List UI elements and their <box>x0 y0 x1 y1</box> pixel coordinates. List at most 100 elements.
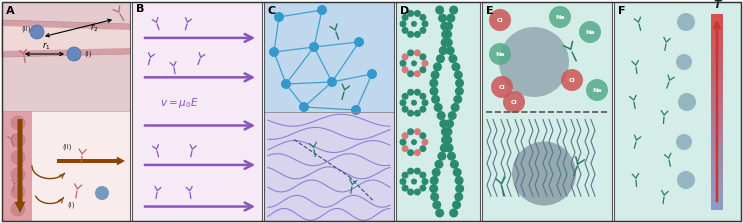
Text: Na: Na <box>592 88 602 93</box>
Bar <box>264 2 394 112</box>
Text: (i): (i) <box>84 51 91 57</box>
Circle shape <box>549 6 571 28</box>
Circle shape <box>450 160 459 169</box>
Circle shape <box>444 135 452 145</box>
Text: Na: Na <box>555 15 565 20</box>
Circle shape <box>414 188 421 196</box>
Circle shape <box>421 60 429 67</box>
Circle shape <box>445 119 454 128</box>
Circle shape <box>677 171 695 189</box>
Circle shape <box>454 192 463 201</box>
Circle shape <box>411 100 417 106</box>
Circle shape <box>414 128 421 135</box>
Circle shape <box>489 43 511 65</box>
Bar <box>614 2 741 221</box>
Circle shape <box>489 9 511 31</box>
Bar <box>711 43 723 49</box>
Text: Cl: Cl <box>499 85 505 90</box>
Circle shape <box>677 13 695 31</box>
Bar <box>711 87 723 93</box>
Circle shape <box>414 89 421 96</box>
Circle shape <box>676 54 692 70</box>
Bar <box>132 2 262 221</box>
Bar <box>711 146 723 151</box>
Bar <box>711 126 723 132</box>
Circle shape <box>402 132 409 139</box>
Circle shape <box>299 102 309 112</box>
Circle shape <box>402 93 409 100</box>
Bar <box>396 2 480 221</box>
Circle shape <box>402 145 409 152</box>
Circle shape <box>678 93 696 111</box>
Circle shape <box>402 53 409 60</box>
Circle shape <box>402 172 409 179</box>
Bar <box>711 194 723 200</box>
Polygon shape <box>2 20 130 57</box>
Circle shape <box>402 106 409 113</box>
Bar <box>711 160 723 166</box>
Circle shape <box>676 134 692 150</box>
Circle shape <box>455 176 464 185</box>
Circle shape <box>447 14 455 23</box>
Circle shape <box>447 152 456 161</box>
Circle shape <box>402 185 409 192</box>
Circle shape <box>407 168 414 175</box>
Bar <box>711 33 723 39</box>
Bar <box>711 107 723 112</box>
Circle shape <box>429 184 438 193</box>
Circle shape <box>444 38 452 47</box>
Circle shape <box>400 60 406 67</box>
Circle shape <box>400 139 406 146</box>
Circle shape <box>274 12 284 22</box>
Bar <box>711 24 723 29</box>
Circle shape <box>455 184 464 193</box>
Bar <box>2 2 130 221</box>
Bar <box>711 77 723 83</box>
Text: Na: Na <box>496 52 504 57</box>
Circle shape <box>438 14 447 23</box>
Bar <box>711 151 723 156</box>
Circle shape <box>11 168 25 182</box>
Text: Cl: Cl <box>496 18 503 23</box>
Circle shape <box>411 60 417 66</box>
Circle shape <box>430 192 439 201</box>
Circle shape <box>429 78 438 88</box>
Circle shape <box>454 70 463 79</box>
Text: B: B <box>136 4 144 14</box>
Text: $r_1$: $r_1$ <box>42 41 51 52</box>
Circle shape <box>11 185 25 199</box>
Bar <box>711 190 723 195</box>
Polygon shape <box>2 26 130 51</box>
Circle shape <box>407 89 414 96</box>
Bar <box>711 136 723 141</box>
Circle shape <box>434 103 443 112</box>
Bar <box>711 141 723 146</box>
Circle shape <box>450 209 458 217</box>
Bar <box>32 111 130 221</box>
Bar <box>711 63 723 68</box>
Circle shape <box>414 10 421 17</box>
Bar <box>711 121 723 127</box>
Circle shape <box>441 30 450 39</box>
Circle shape <box>281 79 291 89</box>
Circle shape <box>419 27 426 34</box>
Bar <box>396 2 480 221</box>
Circle shape <box>327 77 337 87</box>
Circle shape <box>407 10 414 17</box>
Circle shape <box>411 139 417 145</box>
FancyArrow shape <box>57 157 125 165</box>
Circle shape <box>449 54 458 63</box>
Circle shape <box>419 145 426 152</box>
Circle shape <box>441 38 450 47</box>
Text: T: T <box>713 0 721 10</box>
Bar <box>711 58 723 63</box>
Bar <box>711 165 723 171</box>
Text: C: C <box>268 6 276 16</box>
Circle shape <box>433 62 442 71</box>
Circle shape <box>499 27 569 97</box>
Bar <box>711 155 723 161</box>
Circle shape <box>444 22 453 31</box>
Circle shape <box>431 95 440 104</box>
Bar <box>2 2 130 111</box>
Circle shape <box>402 14 409 21</box>
